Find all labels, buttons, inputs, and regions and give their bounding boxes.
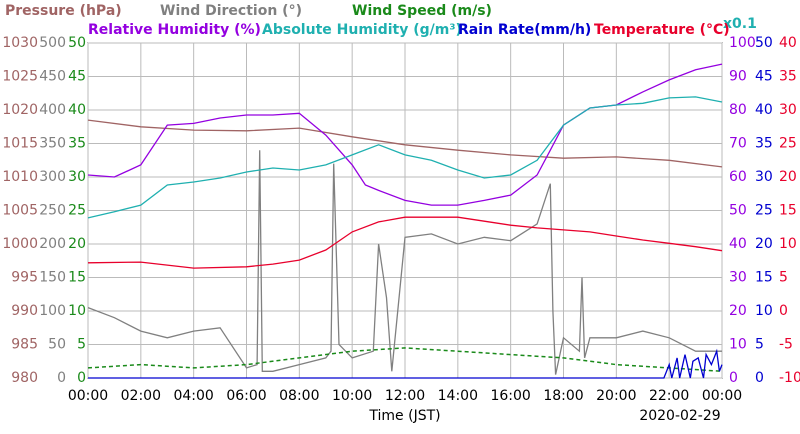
legend-entry: Temperature (°C) [594,22,730,38]
y-tick-label: 45 [755,69,773,85]
x-tick-label: 06:00 [226,388,266,404]
y-tick-label: 50 [755,35,773,51]
x-tick-label: 14:00 [438,388,478,404]
axis-unit-label: x0.1 [723,16,757,32]
y-tick-label: 10 [729,337,747,353]
y-tick-label: 30 [755,169,773,185]
y-tick-label: 50 [729,203,747,219]
y-tick-label: 1015 [2,136,38,152]
y-tick-label: 50 [48,337,66,353]
y-tick-label: 250 [39,203,66,219]
y-tick-label: 5 [77,337,86,353]
y-tick-label: -5 [779,337,793,353]
x-tick-label: 16:00 [490,388,530,404]
y-tick-label: 5 [755,337,764,353]
x-axis-title: Time (JST) [368,408,440,424]
y-tick-label: 0 [729,370,738,386]
y-tick-label: 150 [39,270,66,286]
legend-entry: Wind Speed (m/s) [352,3,492,19]
y-tick-label: 200 [39,236,66,252]
y-tick-label: 995 [11,270,38,286]
x-tick-label: 00:00 [68,388,108,404]
series-line [87,150,722,375]
y-tick-label: 1020 [2,102,38,118]
y-tick-label: 1005 [2,203,38,219]
y-tick-label: 40 [779,35,797,51]
y-tick-label: 0 [77,370,86,386]
y-tick-label: 350 [39,136,66,152]
legend-entry: Rain Rate(mm/h) [458,22,591,38]
x-tick-label: 10:00 [332,388,372,404]
y-tick-label: 40 [729,236,747,252]
y-tick-label: 15 [68,270,86,286]
y-tick-label: 30 [68,169,86,185]
y-tick-label: -10 [779,370,800,386]
y-tick-label: 60 [729,169,747,185]
y-tick-label: 450 [39,69,66,85]
x-tick-label: 00:00 [702,388,742,404]
x-tick-label: 20:00 [596,388,636,404]
y-tick-label: 985 [11,337,38,353]
y-tick-label: 1030 [2,35,38,51]
y-tick-label: 0 [779,303,788,319]
y-tick-label: 10 [68,303,86,319]
y-tick-label: 35 [779,69,797,85]
y-tick-label: 40 [755,102,773,118]
legend-entry: Absolute Humidity (g/m³) [262,22,462,38]
y-tick-label: 100 [729,35,756,51]
series-line [88,348,723,379]
y-tick-label: 990 [11,303,38,319]
y-tick-label: 25 [755,203,773,219]
x-tick-label: 02:00 [121,388,161,404]
legend-entry: Wind Direction (°) [160,3,302,19]
y-tick-label: 30 [779,102,797,118]
y-tick-label: 80 [729,102,747,118]
y-tick-label: 15 [755,270,773,286]
y-tick-label: 25 [68,203,86,219]
y-tick-label: 20 [779,169,797,185]
y-tick-label: 500 [39,35,66,51]
x-tick-label: 04:00 [173,388,213,404]
y-tick-label: 70 [729,136,747,152]
y-tick-label: 10 [779,236,797,252]
y-tick-label: 30 [729,270,747,286]
legend-entry: Pressure (hPa) [5,3,122,19]
series-line [87,119,723,168]
y-tick-label: 1000 [2,236,38,252]
x-tick-label: 08:00 [279,388,319,404]
y-tick-label: 20 [729,303,747,319]
x-tick-label: 18:00 [543,388,583,404]
series-line [87,96,723,219]
x-tick-label: 12:00 [385,388,425,404]
y-tick-label: 980 [11,370,38,386]
y-tick-label: 35 [755,136,773,152]
series-line [87,347,723,373]
y-tick-label: 15 [779,203,797,219]
y-tick-label: 5 [779,270,788,286]
date-label: 2020-02-29 [639,408,720,424]
y-tick-label: 45 [68,69,86,85]
y-tick-label: 50 [68,35,86,51]
legend-entry: Relative Humidity (%) [88,22,261,38]
y-tick-label: 100 [39,303,66,319]
y-tick-label: 20 [68,236,86,252]
y-tick-label: 400 [39,102,66,118]
y-tick-label: 1010 [2,169,38,185]
y-tick-label: 40 [68,102,86,118]
y-tick-label: 0 [755,370,764,386]
y-tick-label: 20 [755,236,773,252]
y-tick-label: 1025 [2,69,38,85]
y-tick-label: 300 [39,169,66,185]
y-tick-label: 25 [779,136,797,152]
x-tick-label: 22:00 [649,388,689,404]
y-tick-label: 35 [68,136,86,152]
y-tick-label: 0 [57,370,66,386]
series-line [87,216,723,269]
y-tick-label: 90 [729,69,747,85]
y-tick-label: 10 [755,303,773,319]
